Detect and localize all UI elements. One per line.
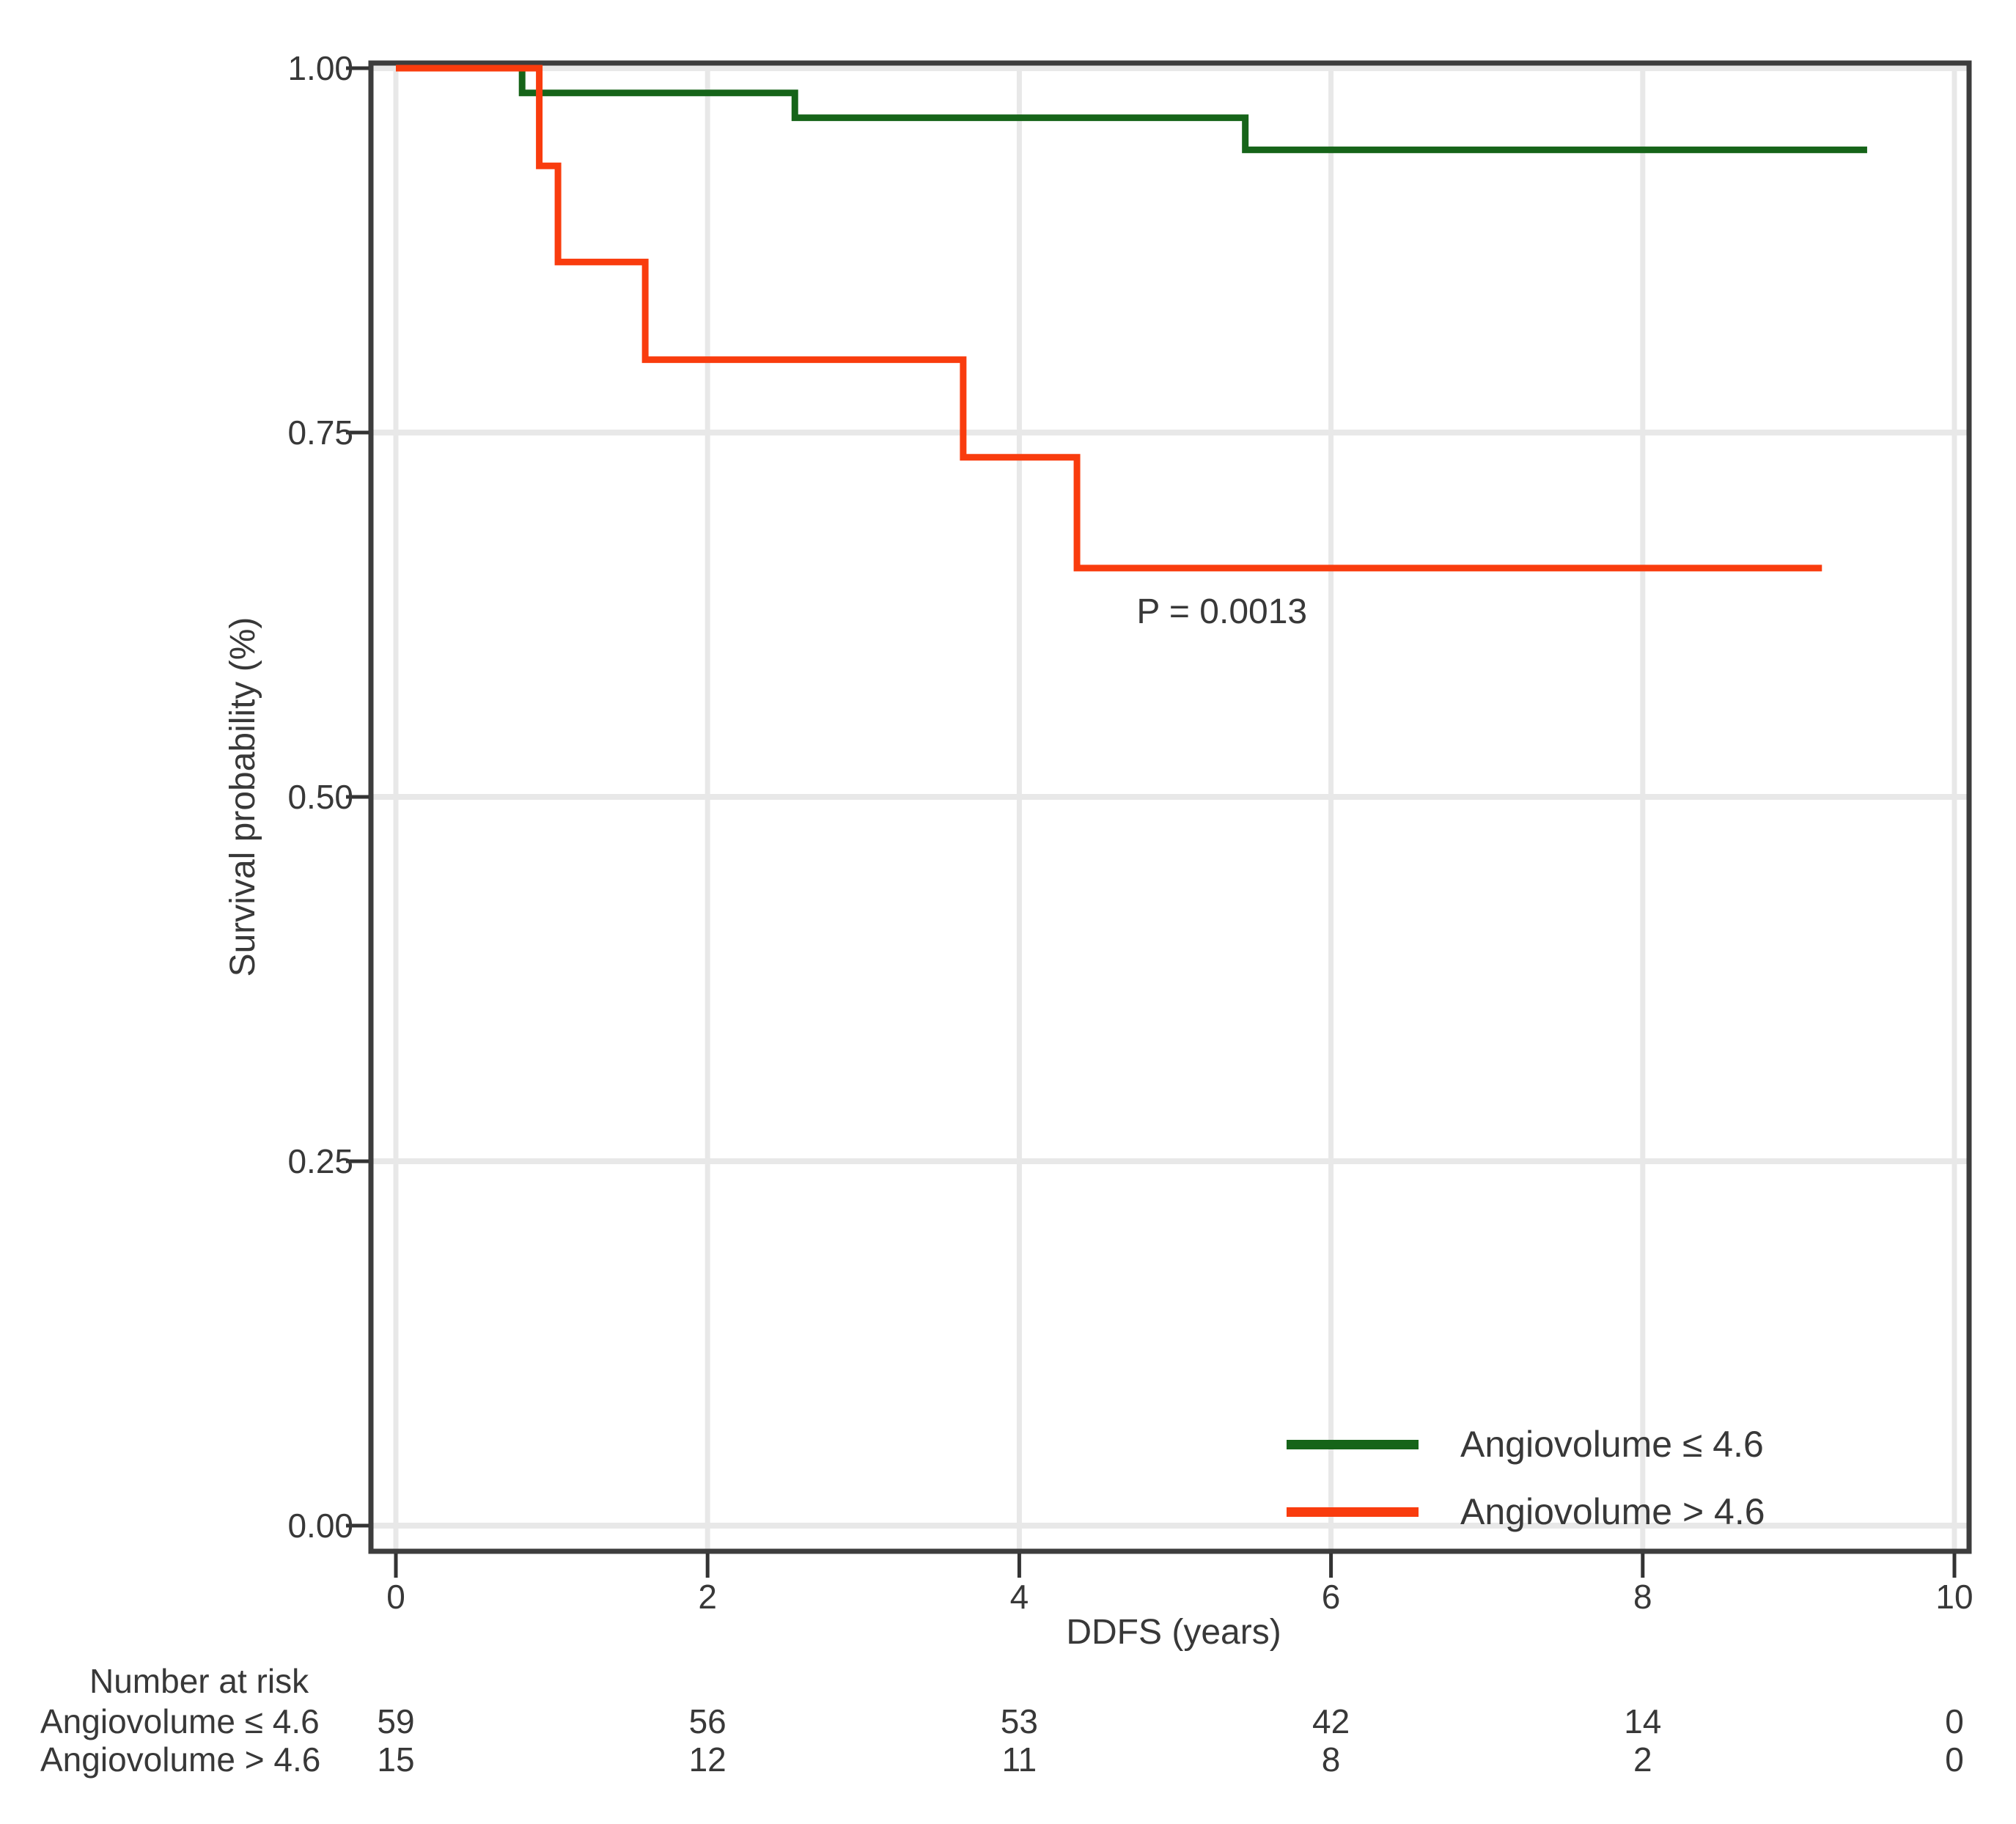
risk-row-label-angiovolume-gt: Angiovolume > 4.6 [40, 1740, 321, 1779]
x-tick-label: 6 [1321, 1578, 1341, 1616]
risk-row-label-angiovolume-le: Angiovolume ≤ 4.6 [40, 1702, 320, 1740]
risk-count: 42 [1312, 1702, 1350, 1740]
x-tick-label: 2 [698, 1578, 717, 1616]
risk-count: 0 [1945, 1702, 1964, 1740]
legend-swatch-angiovolume-gt [1287, 1507, 1419, 1517]
y-tick-label: 1.00 [287, 49, 353, 87]
risk-count: 15 [377, 1740, 415, 1779]
x-tick-label: 0 [386, 1578, 405, 1616]
risk-count: 8 [1321, 1740, 1341, 1779]
p-value-annotation: P = 0.0013 [1136, 592, 1308, 631]
x-tick-label: 10 [1935, 1578, 1973, 1616]
risk-table-title: Number at risk [89, 1662, 309, 1700]
risk-count: 0 [1945, 1740, 1964, 1779]
km-curve-0 [396, 65, 1867, 153]
legend-swatch-angiovolume-le [1287, 1440, 1419, 1449]
y-tick-label: 0.50 [287, 778, 353, 816]
y-tick-label: 0.25 [287, 1142, 353, 1180]
risk-count: 11 [1001, 1740, 1037, 1779]
panel-border [368, 60, 1972, 1554]
x-tick-label: 4 [1009, 1578, 1029, 1616]
x-axis-title: DDFS (years) [1066, 1613, 1281, 1652]
legend-label-angiovolume-gt: Angiovolume > 4.6 [1460, 1491, 1765, 1532]
risk-count: 2 [1633, 1740, 1652, 1779]
legend-label-angiovolume-le: Angiovolume ≤ 4.6 [1460, 1424, 1764, 1465]
risk-count: 56 [688, 1702, 726, 1740]
risk-count: 12 [688, 1740, 726, 1779]
km-curve-1 [396, 65, 1822, 572]
y-tick-label: 0.00 [287, 1507, 353, 1545]
risk-count: 53 [1000, 1702, 1038, 1740]
x-tick-label: 8 [1633, 1578, 1652, 1616]
y-tick-label: 0.75 [287, 413, 353, 452]
risk-count: 59 [377, 1702, 415, 1740]
risk-count: 14 [1624, 1702, 1662, 1740]
